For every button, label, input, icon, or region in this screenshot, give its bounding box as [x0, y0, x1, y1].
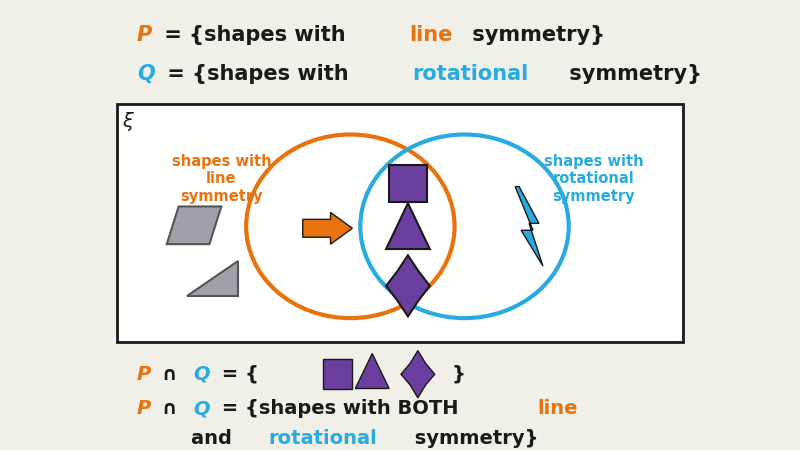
Text: line: line [409, 25, 453, 45]
Text: P: P [137, 364, 151, 384]
Polygon shape [166, 207, 222, 244]
Text: = {: = { [214, 364, 258, 384]
Text: }: } [452, 364, 466, 384]
Polygon shape [186, 261, 238, 296]
Bar [117, 104, 683, 342]
Polygon shape [515, 187, 543, 266]
Polygon shape [386, 203, 430, 249]
Text: = {shapes with BOTH: = {shapes with BOTH [214, 400, 465, 419]
Polygon shape [302, 212, 352, 244]
Text: Q: Q [137, 64, 154, 85]
Text: symmetry}: symmetry} [562, 64, 702, 85]
Text: symmetry}: symmetry} [408, 429, 538, 448]
Polygon shape [386, 255, 430, 316]
Text: = {shapes with: = {shapes with [157, 25, 353, 45]
Text: rotational: rotational [412, 64, 529, 85]
Text: ∩: ∩ [155, 400, 185, 419]
Text: P: P [137, 400, 151, 419]
Text: P: P [137, 25, 152, 45]
Text: line: line [538, 400, 578, 419]
Text: Q: Q [194, 364, 210, 384]
Text: and: and [137, 429, 238, 448]
Text: shapes with
line
symmetry: shapes with line symmetry [171, 154, 271, 203]
Bar [322, 359, 352, 389]
Text: ξ: ξ [122, 112, 133, 131]
Text: Q: Q [194, 400, 210, 419]
Text: shapes with
rotational
symmetry: shapes with rotational symmetry [544, 154, 643, 203]
Text: = {shapes with: = {shapes with [160, 64, 356, 85]
Text: rotational: rotational [268, 429, 377, 448]
Text: ∩: ∩ [155, 364, 185, 384]
Bar [389, 165, 426, 202]
Text: symmetry}: symmetry} [465, 25, 605, 45]
Polygon shape [355, 354, 389, 388]
Polygon shape [401, 351, 434, 398]
